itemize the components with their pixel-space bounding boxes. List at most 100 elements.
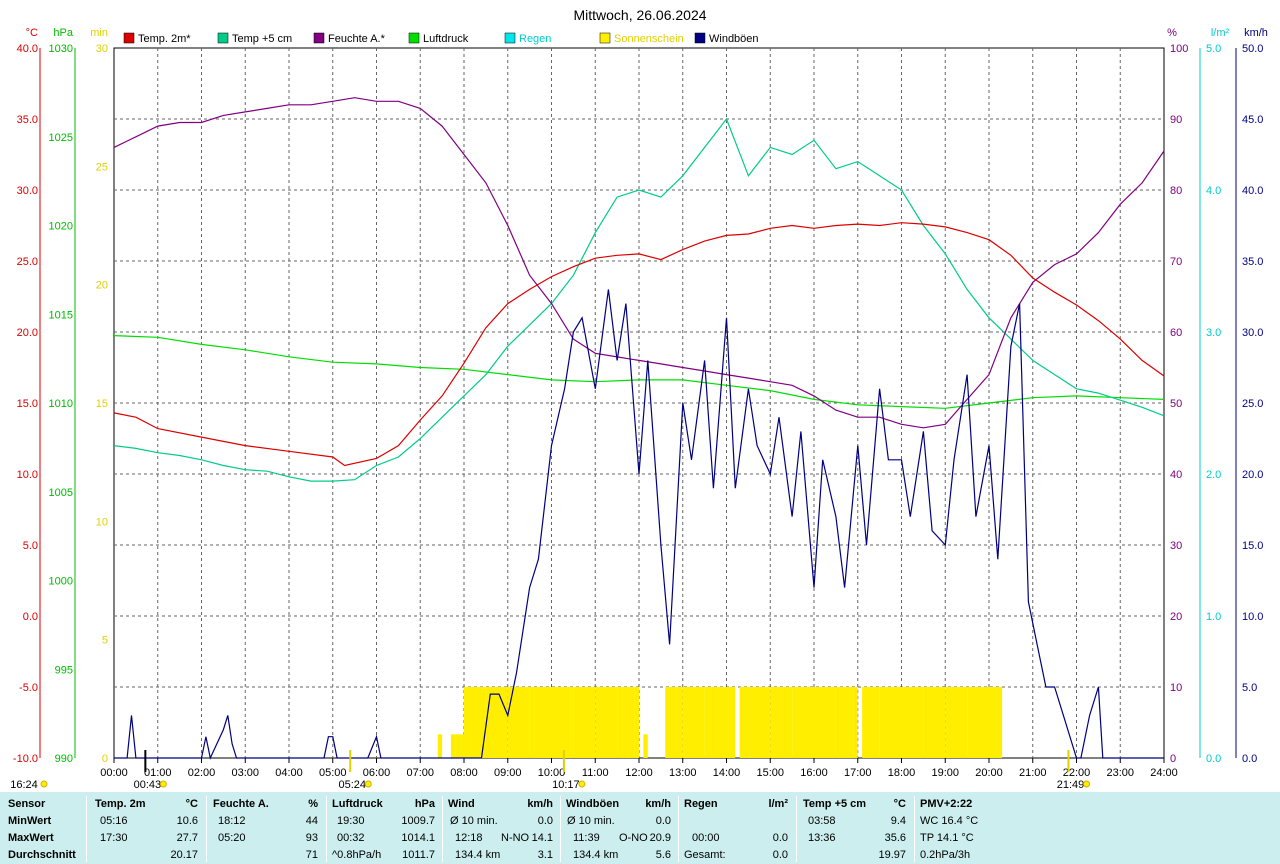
legend-swatch	[408, 32, 420, 44]
chart-axes: 00:00 01:00 02:00 03:00 04:00 05:00 06:00 07:00…	[13, 27, 1268, 779]
sunshine-bar	[923, 687, 946, 758]
sunshine-bar	[665, 687, 683, 758]
stats-wind-max-value: 14.1	[531, 832, 553, 844]
stats-wind-max-time: 12:18	[455, 832, 483, 844]
sunshine-bar	[814, 687, 836, 758]
sunshine-bar	[862, 687, 880, 758]
sunshine-bar	[945, 687, 968, 758]
left-axis-tick: 20	[96, 280, 108, 292]
x-tick-label: 07:00	[406, 767, 434, 779]
sunshine-bar	[901, 687, 924, 758]
left-axis-tick: 15.0	[17, 398, 38, 410]
right-axis-tick: 5.0	[1242, 682, 1257, 694]
sunshine-bar	[437, 734, 443, 758]
legend-swatch	[599, 32, 611, 44]
right-axis-tick: 5.0	[1206, 43, 1221, 55]
chart-title: Mittwoch, 26.06.2024	[573, 7, 706, 23]
time-marker-label: 10:17	[552, 779, 580, 791]
left-axis-tick: 0	[102, 753, 108, 765]
right-axis-tick: 35.0	[1242, 256, 1263, 268]
left-axis-tick: 1005	[49, 487, 73, 499]
left-axis-tick: 990	[55, 753, 73, 765]
x-tick-label: 00:00	[100, 767, 128, 779]
sun-icon	[578, 780, 586, 788]
sunshine-bar	[704, 687, 727, 758]
right-axis-tick: 0.0	[1242, 753, 1257, 765]
right-axis-tick: 15.0	[1242, 540, 1263, 552]
left-axis-tick: 1025	[49, 132, 73, 144]
stats-humidity-header: Feuchte A.	[213, 798, 269, 810]
moonset-label: 16:24	[10, 779, 38, 791]
sunshine-bar	[853, 687, 858, 758]
stats-wind-max-direction: N-NO	[501, 832, 530, 844]
stats-gust-max-value: 20.9	[649, 832, 671, 844]
sunshine-bar	[485, 687, 508, 758]
sunshine-bar	[455, 734, 464, 758]
left-axis-tick: 1015	[49, 309, 73, 321]
sunshine-bar	[792, 687, 814, 758]
left-axis-tick: 995	[55, 664, 73, 676]
stats-humidity-min-value: 44	[305, 815, 318, 827]
sunshine-bar	[726, 687, 736, 758]
right-axis-tick: 0	[1170, 753, 1176, 765]
stats-rain-total-label: Gesamt:	[684, 849, 726, 861]
right-axis-tick: 100	[1170, 43, 1188, 55]
sunshine-bar	[617, 687, 635, 758]
sunshine-bar	[573, 687, 596, 758]
legend-label: Sonnenschein	[614, 33, 684, 45]
right-axis-tick: 2.0	[1206, 469, 1221, 481]
stats-pmv-header: PMV+2:22	[920, 798, 973, 810]
statistics-panel: Sensor MinWert MaxWert Durchschnitt Temp…	[0, 792, 1280, 864]
stats-gust-avg-value: 5.6	[655, 849, 671, 861]
stats-pressure-trend: ^0.8hPa/h	[332, 849, 382, 861]
stats-temp5-min-value: 9.4	[890, 815, 906, 827]
right-axis-tick: 25.0	[1242, 398, 1263, 410]
stats-gust-distance: 134.4 km	[573, 849, 619, 861]
left-axis-tick: 10	[96, 516, 108, 528]
left-axis-tick: 5	[102, 635, 108, 647]
right-axis-unit: %	[1167, 27, 1177, 39]
stats-wind-unit: km/h	[527, 798, 553, 810]
sunshine-bar	[529, 687, 552, 758]
legend-swatch	[123, 32, 135, 44]
time-markers: 00:43 05:24 10:17 21:49 16:24	[10, 750, 1090, 791]
sunshine-bar	[551, 687, 574, 758]
stats-pressure-3h: 0.2hPa/3h	[920, 849, 971, 861]
stats-avg-label: Durchschnitt	[8, 849, 76, 861]
x-tick-label: 20:00	[975, 767, 1003, 779]
stats-temp5-header: Temp +5 cm	[803, 798, 867, 810]
sunshine-bar	[879, 687, 902, 758]
series-line	[113, 117, 1165, 482]
series-line	[114, 289, 1164, 760]
stats-temp2m-min-time: 05:16	[100, 815, 128, 827]
stats-temp2m-min-value: 10.6	[176, 815, 198, 827]
x-tick-label: 02:00	[188, 767, 216, 779]
left-axis-tick: -10.0	[13, 753, 38, 765]
x-tick-label: 16:00	[800, 767, 828, 779]
chart-grid	[113, 47, 1165, 759]
stats-wind-header: Wind	[448, 798, 475, 810]
right-axis-tick: 20.0	[1242, 469, 1263, 481]
x-tick-label: 03:00	[231, 767, 259, 779]
sunshine-bar	[682, 687, 705, 758]
right-axis-tick: 0.0	[1206, 753, 1221, 765]
x-tick-label: 18:00	[888, 767, 916, 779]
x-tick-label: 14:00	[713, 767, 741, 779]
stats-humidity-unit: %	[308, 798, 318, 810]
series-line	[113, 97, 1165, 429]
legend-swatch	[313, 32, 325, 44]
stats-windchill: WC 16.4 °C	[920, 815, 979, 827]
left-axis-tick: 5.0	[23, 540, 38, 552]
stats-wind-avg-value: 3.1	[537, 849, 553, 861]
right-axis-tick: 50.0	[1242, 43, 1263, 55]
stats-pressure-max-value: 1014.1	[401, 832, 435, 844]
x-tick-label: 05:00	[319, 767, 347, 779]
stats-gust-avg10-value: 0.0	[655, 815, 671, 827]
sunshine-bar	[507, 687, 530, 758]
stats-temp2m-unit: °C	[185, 798, 198, 810]
stats-gust-unit: km/h	[645, 798, 671, 810]
stats-pressure-min-value: 1009.7	[401, 815, 435, 827]
sunshine-bar	[967, 687, 989, 758]
left-axis-unit: hPa	[53, 27, 73, 39]
sunshine-bar	[634, 687, 639, 758]
